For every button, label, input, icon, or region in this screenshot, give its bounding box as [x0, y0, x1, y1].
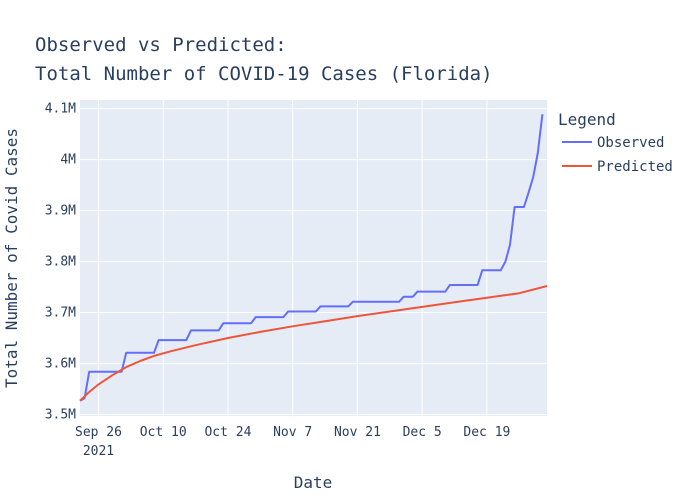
x-year-label: 2021	[83, 444, 114, 459]
tick-layer: 3.5M 3.6M 3.7M 3.8M 3.9M 4M 4.1M Sep 26 Oct 10 Oc…	[45, 102, 511, 459]
y-tick-label: 3.7M	[45, 306, 76, 321]
x-tick-label: Sep 26	[75, 425, 122, 440]
x-tick-label: Dec 19	[463, 425, 510, 440]
series-line-predicted	[79, 285, 548, 402]
legend-title: Legend	[558, 110, 616, 129]
grid-layer	[80, 100, 547, 416]
x-tick-label: Oct 10	[140, 425, 187, 440]
y-tick-label: 4.1M	[45, 102, 76, 117]
plot-background	[80, 100, 547, 416]
x-tick-label: Nov 21	[334, 425, 381, 440]
y-tick-label: 3.9M	[45, 204, 76, 219]
legend: Legend Observed Predicted	[558, 110, 673, 175]
y-tick-label: 3.5M	[45, 407, 76, 422]
legend-label-predicted: Predicted	[597, 159, 673, 175]
x-tick-label: Nov 7	[273, 425, 312, 440]
legend-label-observed: Observed	[597, 135, 664, 151]
series-layer	[79, 114, 548, 402]
y-tick-label: 4M	[60, 153, 76, 168]
x-axis-title: Date	[294, 473, 333, 492]
y-tick-label: 3.8M	[45, 255, 76, 270]
series-line-observed	[79, 114, 544, 402]
x-tick-label: Oct 24	[204, 425, 251, 440]
chart-title-line1: Observed vs Predicted:	[35, 34, 287, 56]
x-tick-label: Dec 5	[403, 425, 442, 440]
y-axis-title: Total Number of Covid Cases	[2, 128, 21, 388]
chart-title-line2: Total Number of COVID-19 Cases (Florida)	[35, 63, 493, 85]
y-tick-label: 3.6M	[45, 357, 76, 372]
